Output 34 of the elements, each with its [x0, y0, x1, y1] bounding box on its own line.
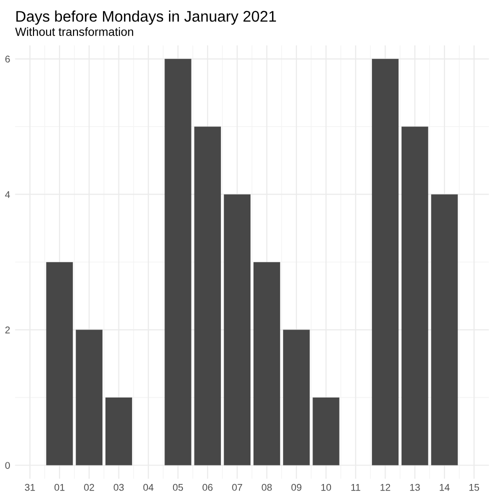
bar: [76, 330, 102, 466]
bar: [283, 330, 310, 466]
x-tick-label: 06: [202, 484, 213, 491]
x-tick-label: 02: [84, 484, 94, 491]
x-tick-label: 31: [24, 484, 35, 491]
bar: [402, 126, 428, 466]
bar: [312, 398, 340, 466]
bar: [194, 126, 221, 466]
bar: [46, 262, 73, 466]
x-tick-label: 12: [380, 484, 390, 491]
x-tick-label: 08: [262, 484, 272, 491]
y-tick-label: 2: [5, 326, 10, 334]
bar: [431, 194, 458, 466]
x-tick-label: 13: [410, 484, 420, 491]
x-tick-label: 15: [469, 484, 480, 491]
x-tick-label: 05: [172, 484, 183, 491]
bar: [224, 194, 251, 466]
chart-title: Days before Mondays in January 2021: [16, 10, 276, 25]
x-tick-label: 07: [232, 484, 242, 491]
x-tick-label: 09: [291, 484, 302, 491]
x-tick-label: 03: [114, 484, 124, 491]
bar: [105, 398, 132, 466]
chart-subtitle: Without transformation: [15, 27, 134, 36]
x-tick-label: 01: [54, 484, 64, 491]
x-tick-label: 14: [440, 484, 450, 491]
y-tick-label: 6: [5, 56, 10, 63]
y-tick-label: 0: [5, 462, 10, 469]
bar: [164, 58, 192, 466]
x-tick-label: 04: [143, 484, 154, 491]
bar: [253, 262, 280, 466]
y-tick-label: 4: [5, 191, 10, 198]
bar: [372, 58, 399, 466]
x-tick-label: 11: [351, 484, 360, 491]
x-tick-label: 10: [321, 484, 332, 491]
